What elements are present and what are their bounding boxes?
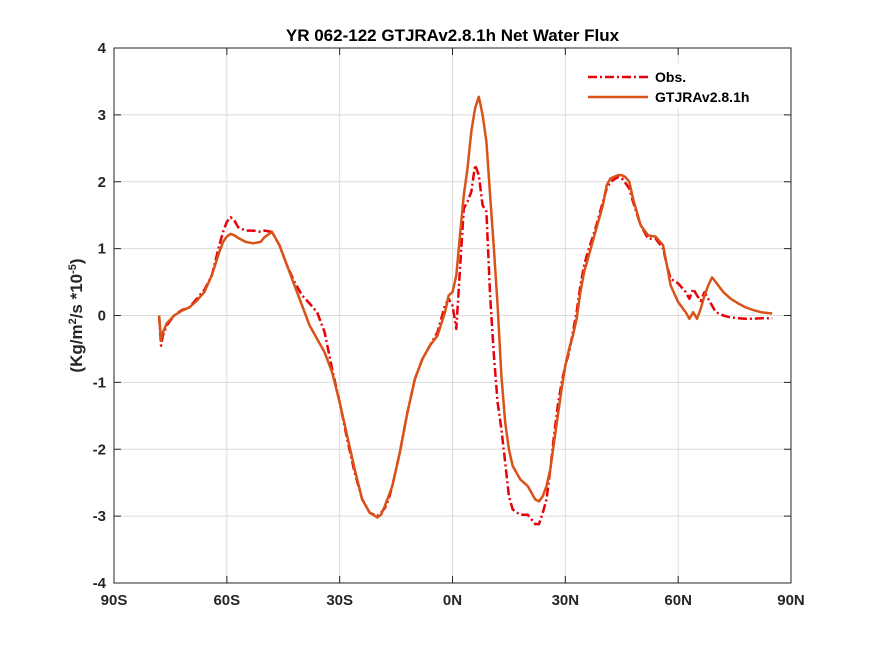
x-tick-label: 60N bbox=[664, 592, 692, 609]
legend-label-gtjra: GTJRAv2.8.1h bbox=[655, 89, 749, 105]
y-axis-label: (Kg/m2/s *10-5) bbox=[67, 258, 86, 372]
y-axis-label-part-b: /s *10 bbox=[67, 274, 86, 318]
y-axis-label-superscript-1: 2 bbox=[67, 318, 79, 324]
y-axis-label-superscript-2: -5 bbox=[67, 264, 79, 274]
series-layer bbox=[157, 95, 773, 526]
y-tick-label: -2 bbox=[93, 441, 106, 458]
y-tick-label: 0 bbox=[98, 308, 106, 325]
y-tick-label: -4 bbox=[93, 575, 107, 592]
x-tick-label: 90N bbox=[777, 592, 805, 609]
x-tick-label: 30S bbox=[326, 592, 353, 609]
legend-label-obs: Obs. bbox=[655, 69, 686, 85]
legend-box bbox=[577, 63, 779, 109]
y-axis-label-part-a: (Kg/m bbox=[67, 324, 86, 372]
y-tick-label: -3 bbox=[93, 508, 106, 525]
y-tick-label: 2 bbox=[98, 174, 106, 191]
y-tick-label: 1 bbox=[98, 241, 106, 258]
y-tick-label: 3 bbox=[98, 107, 106, 124]
series-line-gtjra bbox=[157, 95, 773, 519]
x-tick-label: 60S bbox=[213, 592, 240, 609]
chart-title: YR 062-122 GTJRAv2.8.1h Net Water Flux bbox=[286, 26, 620, 45]
y-tick-label: -1 bbox=[93, 374, 106, 391]
legend: Obs. GTJRAv2.8.1h bbox=[577, 63, 779, 109]
y-axis-label-part-c: ) bbox=[67, 258, 86, 264]
x-tick-label: 30N bbox=[552, 592, 580, 609]
axis-ticks bbox=[113, 47, 792, 584]
x-tick-label: 0N bbox=[443, 592, 462, 609]
x-tick-label: 90S bbox=[101, 592, 128, 609]
y-tick-label: 4 bbox=[98, 40, 107, 57]
